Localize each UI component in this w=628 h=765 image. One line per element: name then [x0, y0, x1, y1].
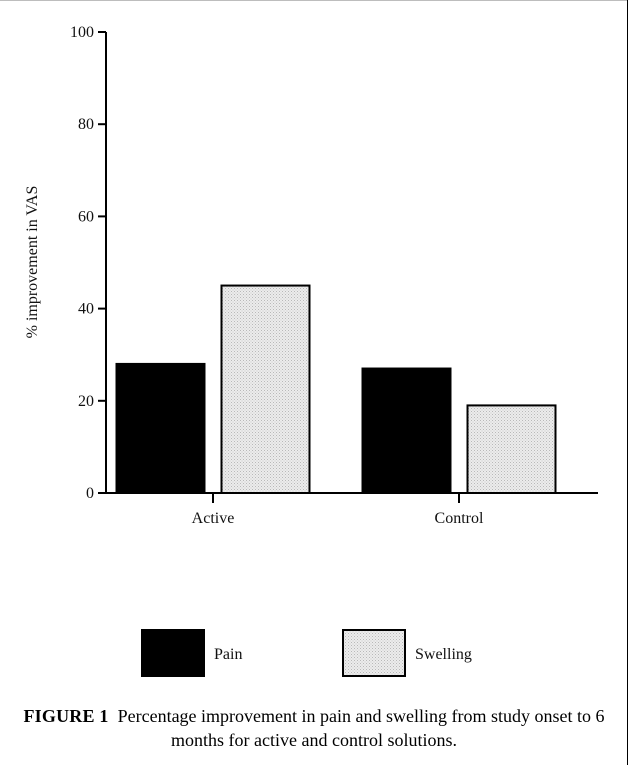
figure-label: FIGURE 1 [23, 706, 109, 726]
frame-top-border [0, 0, 627, 1]
y-tick-label: 0 [86, 485, 94, 502]
figure-caption: FIGURE 1 Percentage improvement in pain … [10, 704, 618, 752]
bar-swelling-active [220, 284, 311, 494]
x-axis-ticks: Active Control [192, 493, 484, 527]
bar-pain-control [361, 367, 452, 494]
y-tick-label: 20 [78, 393, 94, 410]
figure-caption-text: Percentage improvement in pain and swell… [117, 706, 605, 750]
legend-swatch-swelling [342, 629, 406, 677]
legend-label-pain: Pain [214, 646, 242, 663]
y-tick-label: 40 [78, 301, 94, 318]
bar-swelling-control [466, 404, 557, 494]
legend-swatch-pain [141, 629, 205, 677]
x-tick-label: Control [435, 510, 484, 527]
y-axis-title: % improvement in VAS [24, 186, 41, 339]
bars-group [115, 284, 557, 495]
legend: Pain Swelling [141, 629, 472, 677]
bar-pain-active [115, 362, 206, 495]
legend-label-swelling: Swelling [415, 646, 472, 663]
bar-chart: 0 20 40 60 80 100 Active Control % improvement… [24, 24, 598, 677]
y-tick-label: 60 [78, 208, 94, 225]
y-axis-ticks: 0 20 40 60 80 100 [70, 24, 106, 502]
x-tick-label: Active [192, 510, 235, 527]
y-tick-label: 100 [70, 24, 94, 41]
y-tick-label: 80 [78, 116, 94, 133]
